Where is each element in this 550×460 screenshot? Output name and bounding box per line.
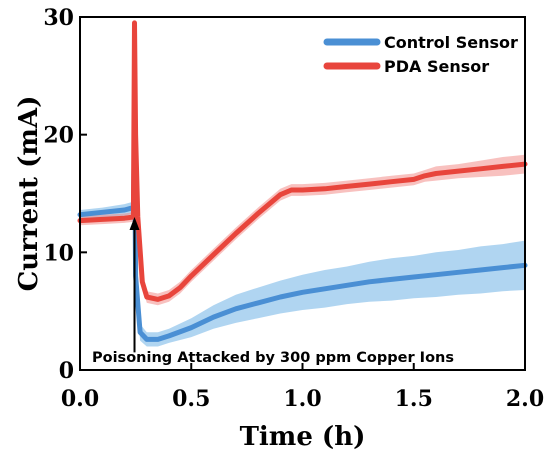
y-axis-title: Current (mA) xyxy=(14,96,44,292)
legend-label: PDA Sensor xyxy=(384,57,489,76)
legend-label: Control Sensor xyxy=(384,33,518,52)
series-line xyxy=(77,20,528,302)
x-tick-label: 2.0 xyxy=(506,386,544,412)
x-axis-title: Time (h) xyxy=(240,422,366,452)
series-lines xyxy=(77,20,528,342)
annotation-arrow-head xyxy=(129,217,140,231)
legend: Control Sensor PDA Sensor xyxy=(323,33,518,76)
y-tick-label: 0 xyxy=(59,358,74,384)
annotation: Poisoning Attacked by 300 ppm Copper Ion… xyxy=(92,217,454,366)
error-band xyxy=(80,128,525,347)
error-bands xyxy=(80,18,525,347)
x-tick-label: 0.0 xyxy=(61,386,99,412)
axis-ticks: 0.0 0.5 1.0 1.5 2.0 0 10 20 30 xyxy=(43,5,544,412)
y-tick-label: 20 xyxy=(43,123,74,149)
annotation-label: Poisoning Attacked by 300 ppm Copper Ion… xyxy=(92,350,454,366)
x-tick-label: 1.5 xyxy=(395,386,433,412)
y-tick-label: 30 xyxy=(43,5,74,31)
x-tick-label: 0.5 xyxy=(172,386,210,412)
y-tick-label: 10 xyxy=(43,240,74,266)
x-tick-label: 1.0 xyxy=(283,386,321,412)
